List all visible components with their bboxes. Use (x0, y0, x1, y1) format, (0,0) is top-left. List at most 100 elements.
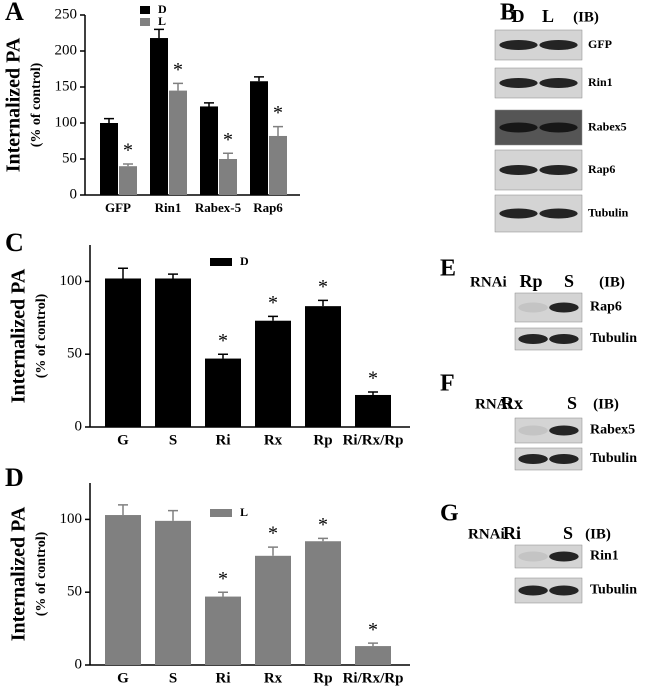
bar (205, 596, 241, 665)
legend-swatch (210, 509, 232, 517)
x-tick-label: G (117, 432, 129, 448)
y-tick-label: 50 (67, 584, 82, 600)
blot-band (499, 165, 538, 175)
legend-label: L (240, 505, 248, 519)
blot-row-label: Rabex5 (588, 119, 627, 133)
error-bar (268, 546, 278, 556)
y-axis-label: Internalized PA (3, 37, 25, 172)
x-tick-label: Rap6 (253, 200, 283, 215)
y-tick-label: 250 (55, 6, 78, 22)
bar (150, 38, 168, 195)
blot-band (539, 165, 578, 175)
bar (200, 106, 218, 195)
bar (105, 278, 141, 427)
x-tick-label: S (169, 432, 177, 448)
blot-band (549, 585, 579, 596)
error-bar (168, 273, 178, 279)
bar (255, 555, 291, 665)
panel-label: E (440, 256, 456, 282)
x-tick-label: S (169, 670, 177, 686)
blot-band (549, 551, 579, 562)
blot-band (518, 585, 548, 596)
lane-label: (IB) (573, 9, 599, 25)
blot-strip (514, 292, 583, 323)
blot-band (549, 425, 579, 436)
blot-row-label: Tubulin (590, 331, 637, 346)
x-tick-label: Rx (264, 432, 283, 448)
error-bar (123, 163, 133, 167)
y-tick-label: 0 (75, 418, 83, 434)
blot-row-label: GFP (588, 37, 612, 51)
significance-label: * (318, 276, 328, 298)
error-bar (318, 299, 328, 307)
x-tick-label: Rin1 (155, 200, 182, 215)
x-tick-label: GFP (105, 200, 131, 215)
y-tick-label: 0 (75, 656, 83, 672)
x-tick-label: Ri/Rx/Rp (343, 670, 404, 686)
legend-swatch (210, 258, 232, 266)
y-tick-label: 50 (62, 150, 77, 166)
panel-label: C (5, 228, 24, 257)
error-bar (173, 82, 183, 91)
x-tick-label: Rx (264, 670, 283, 686)
panel-label: F (440, 371, 455, 397)
significance-label: * (173, 59, 183, 81)
bar (219, 159, 237, 195)
error-bar (154, 28, 164, 39)
bar (269, 135, 287, 195)
rnai-label: RNAi (470, 274, 507, 290)
x-tick-label: Rabex-5 (195, 200, 242, 215)
blot-band (549, 334, 579, 344)
x-tick-label: Rp (313, 670, 332, 686)
y-axis-label-sub: (% of control) (29, 62, 44, 147)
blot-strip (514, 447, 583, 471)
bar (105, 515, 141, 665)
bar (305, 541, 341, 665)
y-axis-label: Internalized PA (8, 268, 30, 403)
y-tick-label: 200 (55, 42, 78, 58)
blot-strip (514, 327, 583, 351)
error-bar (268, 315, 278, 321)
blot-row-label: Rin1 (590, 549, 619, 564)
significance-label: * (368, 368, 378, 390)
bar (155, 278, 191, 427)
significance-label: * (318, 514, 328, 536)
y-tick-label: 100 (60, 511, 83, 527)
significance-label: * (218, 568, 228, 590)
rnai-label: RNAi (468, 526, 505, 542)
blot-band (539, 78, 578, 88)
blot-band (499, 122, 538, 133)
error-bar (218, 353, 228, 359)
significance-label: * (368, 619, 378, 641)
legend-label: D (240, 254, 249, 268)
error-bar (273, 125, 283, 136)
blot-band (499, 40, 538, 50)
x-tick-label: G (117, 670, 129, 686)
y-tick-label: 100 (55, 114, 78, 130)
bar (305, 306, 341, 427)
y-tick-label: 100 (60, 273, 83, 289)
y-tick-label: 150 (55, 78, 78, 94)
blot-band (499, 208, 538, 219)
lane-label: L (542, 6, 554, 26)
bar (205, 358, 241, 427)
x-tick-label: Ri (216, 670, 231, 686)
error-bar (218, 591, 228, 597)
bar (355, 646, 391, 665)
lane-label: S (564, 271, 574, 291)
blot-row-label: Rin1 (588, 75, 613, 89)
lane-label: S (567, 393, 577, 413)
lane-label: Rp (519, 271, 542, 291)
blot-band (518, 334, 548, 344)
bar (155, 520, 191, 665)
blot-band (518, 425, 548, 436)
bar (255, 320, 291, 427)
bar (250, 81, 268, 195)
lane-label: S (563, 523, 573, 543)
panel-label: G (440, 501, 459, 527)
y-tick-label: 0 (70, 186, 78, 202)
blot-row-label: Tubulin (588, 205, 629, 219)
significance-label: * (218, 330, 228, 352)
bar (100, 123, 118, 195)
